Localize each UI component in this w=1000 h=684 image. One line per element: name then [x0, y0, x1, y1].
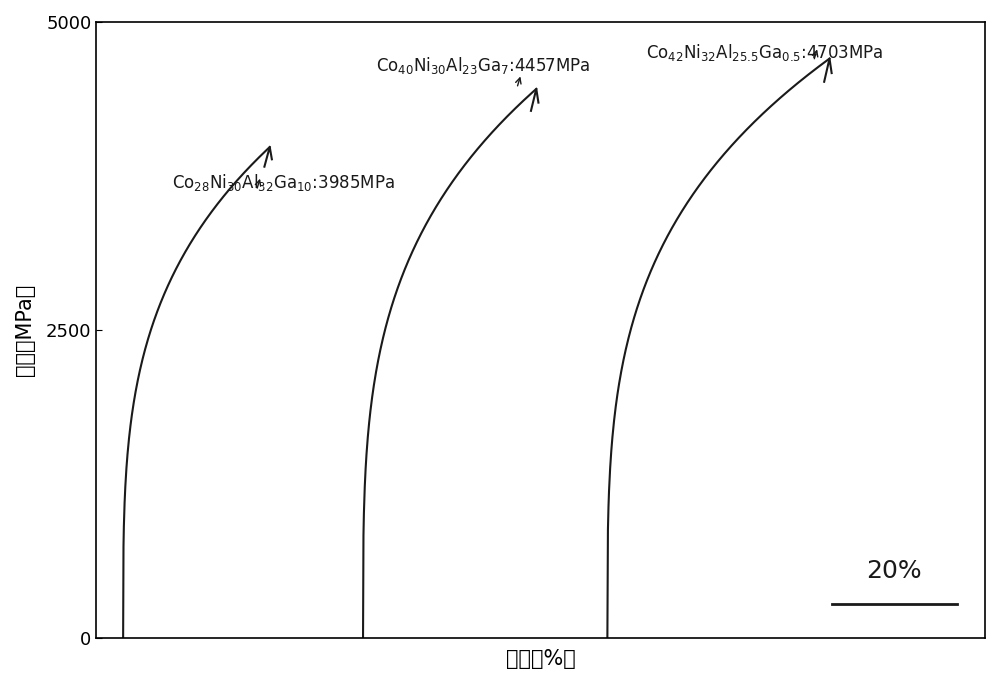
Text: $\mathrm{Co_{42}Ni_{32}Al_{25.5}Ga_{0.5}}$:4703MPa: $\mathrm{Co_{42}Ni_{32}Al_{25.5}Ga_{0.5}… — [646, 42, 883, 64]
X-axis label: 应变（%）: 应变（%） — [506, 649, 576, 669]
Text: $\mathrm{Co_{28}Ni_{30}Al_{32}Ga_{10}}$:3985MPa: $\mathrm{Co_{28}Ni_{30}Al_{32}Ga_{10}}$:… — [172, 172, 395, 193]
Text: 20%: 20% — [867, 559, 922, 583]
Text: $\mathrm{Co_{40}Ni_{30}Al_{23}Ga_{7}}$:4457MPa: $\mathrm{Co_{40}Ni_{30}Al_{23}Ga_{7}}$:4… — [376, 55, 590, 76]
Y-axis label: 应力（MPa）: 应力（MPa） — [15, 284, 35, 376]
